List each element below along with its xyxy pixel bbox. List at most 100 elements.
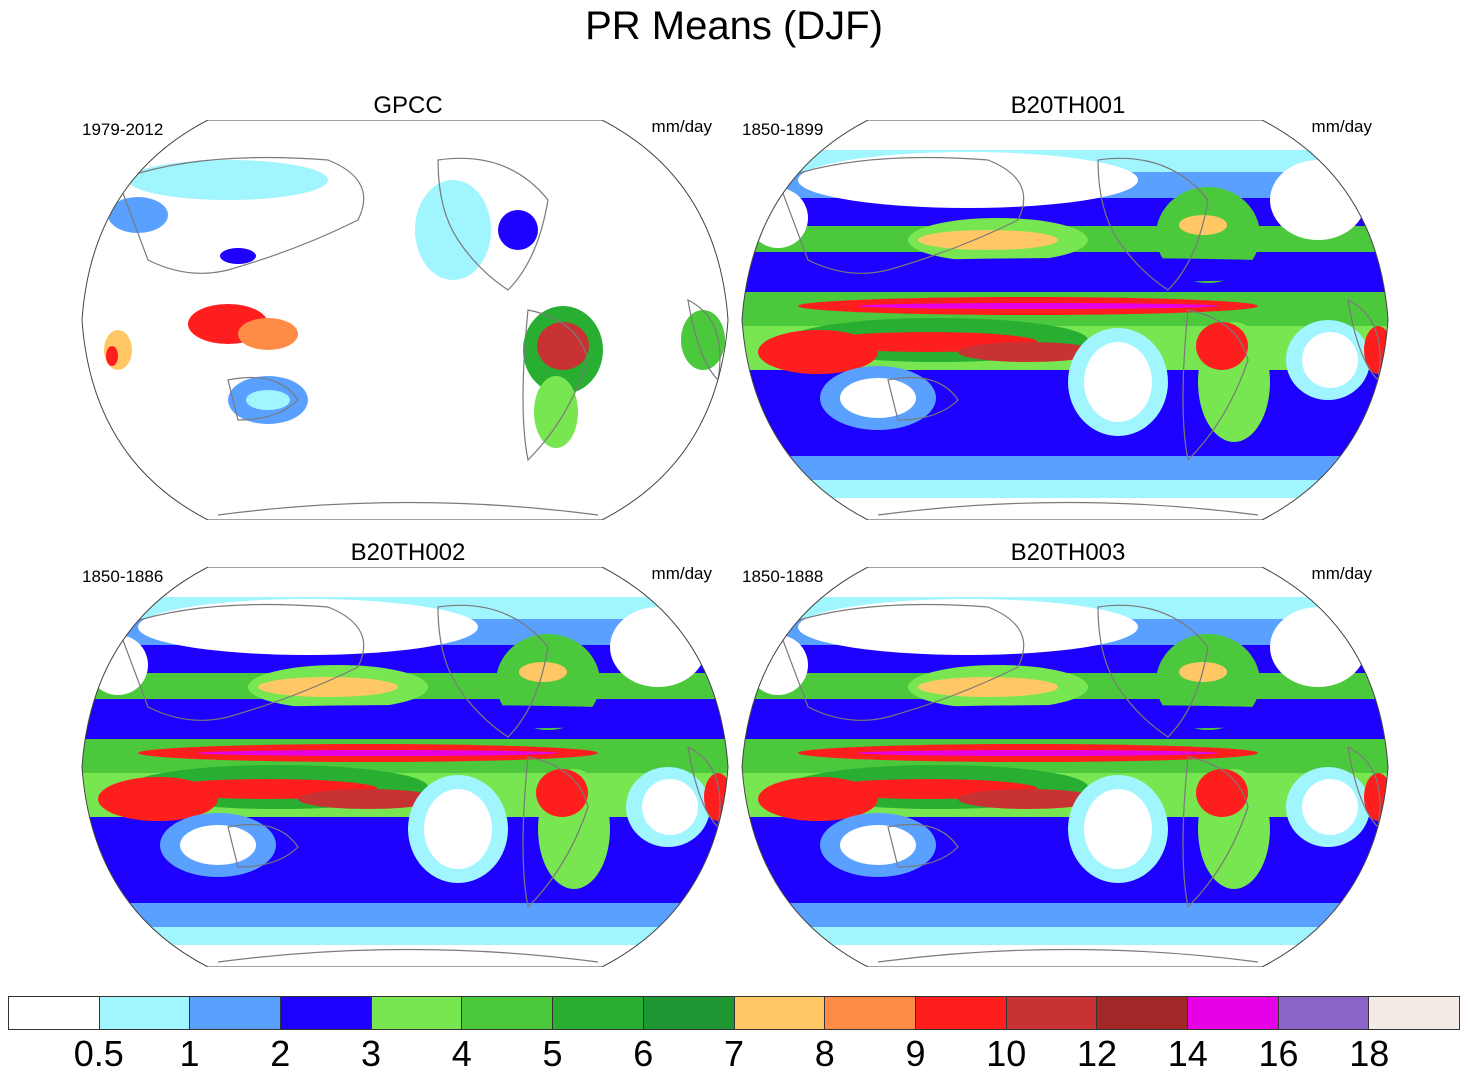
colorbar-swatch — [462, 997, 554, 1029]
precip-region — [298, 789, 438, 809]
figure-title: PR Means (DJF) — [585, 4, 883, 48]
coastline — [777, 603, 1025, 721]
coastline — [522, 309, 589, 462]
precip-band — [742, 480, 1388, 498]
precip-region — [918, 677, 1058, 697]
precip-region — [98, 777, 218, 821]
precip-region — [415, 180, 491, 280]
precip-region — [1302, 779, 1358, 835]
map-outline — [741, 120, 1389, 520]
colorbar-swatch — [281, 997, 372, 1029]
colorbar-tick-label: 2 — [270, 1033, 291, 1074]
units-label: mm/day — [651, 564, 712, 583]
period-label: 1850-1899 — [742, 120, 824, 139]
colorbar-tick-label: 7 — [723, 1033, 745, 1074]
precip-region — [788, 705, 1388, 729]
map-panel-b20th001: B20TH001 1850-1899 mm/day — [738, 92, 1398, 536]
colorbar-tick-label: 6 — [633, 1033, 654, 1074]
colorbar-tick-label: 9 — [905, 1033, 926, 1074]
precip-region — [798, 599, 1138, 655]
precip-region — [1302, 332, 1358, 388]
colorbar-swatch — [371, 997, 463, 1029]
precip-field — [742, 120, 1388, 520]
map-panel-b20th002: B20TH002 1850-1886 mm/day — [78, 539, 738, 983]
map-panel-b20th003: B20TH003 1850-1888 mm/day — [738, 539, 1398, 983]
precip-region — [840, 825, 916, 865]
colorbar-tick-label: 0.5 — [73, 1033, 124, 1074]
colorbar-swatch — [1187, 997, 1279, 1029]
precip-region — [128, 705, 728, 729]
precip-region — [198, 750, 558, 756]
coastline — [887, 376, 959, 421]
precip-region — [106, 346, 118, 366]
colorbar-tick-label: 5 — [542, 1033, 563, 1074]
precip-band — [82, 861, 728, 903]
colorbar-labels: 0.5 1 2 3 4 5 6 7 8 9 10 12 14 16 18 — [8, 1033, 1460, 1077]
colorbar-swatch — [734, 997, 826, 1029]
precip-map — [741, 567, 1389, 967]
coastline — [117, 156, 365, 274]
coastline — [217, 501, 599, 516]
colorbar-tick-label: 4 — [451, 1033, 472, 1074]
precip-region — [642, 779, 698, 835]
colorbar-tick-label: 1 — [179, 1033, 200, 1074]
precip-region — [537, 322, 589, 370]
coastline — [1182, 309, 1249, 462]
panel-title: B20TH002 — [350, 539, 466, 566]
period-label: 1979-2012 — [82, 120, 164, 139]
precip-region — [424, 789, 492, 869]
precip-region — [958, 789, 1098, 809]
coastline — [1097, 604, 1209, 738]
precip-map — [81, 120, 729, 520]
colorbar-swatch — [1097, 997, 1188, 1029]
precip-region — [840, 378, 916, 418]
map-outline — [81, 567, 729, 967]
precip-region — [748, 635, 808, 695]
precip-region — [536, 769, 588, 817]
precip-map — [741, 120, 1389, 520]
colorbar-swatch — [9, 997, 100, 1029]
coastline — [887, 823, 959, 868]
precip-region — [220, 248, 256, 264]
precip-map — [81, 567, 729, 967]
precip-region — [748, 188, 808, 248]
precip-region — [180, 825, 256, 865]
precip-region — [958, 342, 1098, 362]
precip-field — [82, 120, 728, 520]
units-label: mm/day — [651, 117, 712, 136]
precip-region — [1196, 322, 1248, 370]
map-outline — [741, 567, 1389, 967]
precip-region — [238, 318, 298, 350]
precip-region — [1084, 342, 1152, 422]
precip-region — [258, 677, 398, 697]
precip-band — [742, 414, 1388, 456]
coastline — [1182, 756, 1249, 909]
panel-title: B20TH003 — [1010, 539, 1126, 566]
colorbar-swatch — [915, 997, 1007, 1029]
colorbar-swatch — [99, 997, 191, 1029]
coastline — [522, 756, 589, 909]
map-outline — [81, 120, 729, 520]
coastline — [227, 823, 299, 868]
colorbar-swatch — [190, 997, 282, 1029]
coastline — [877, 501, 1259, 516]
precip-band — [742, 945, 1388, 967]
colorbar-swatch — [1278, 997, 1370, 1029]
coastline — [437, 604, 549, 738]
precip-band — [82, 903, 728, 927]
precip-band — [82, 945, 728, 967]
panel-title: GPCC — [373, 92, 443, 119]
precip-band — [82, 567, 728, 597]
precip-region — [758, 330, 878, 374]
colorbar-tick-label: 3 — [360, 1033, 382, 1074]
period-label: 1850-1886 — [82, 567, 164, 586]
precip-region — [246, 390, 290, 410]
colorbar-tick-label: 14 — [1167, 1033, 1208, 1074]
panel-title: B20TH001 — [1010, 92, 1126, 119]
coastline — [877, 948, 1259, 963]
colorbar-tick-label: 8 — [814, 1033, 835, 1074]
precip-band — [742, 903, 1388, 927]
period-label: 1850-1888 — [742, 567, 824, 586]
precip-region — [498, 210, 538, 250]
colorbar-swatch — [643, 997, 735, 1029]
